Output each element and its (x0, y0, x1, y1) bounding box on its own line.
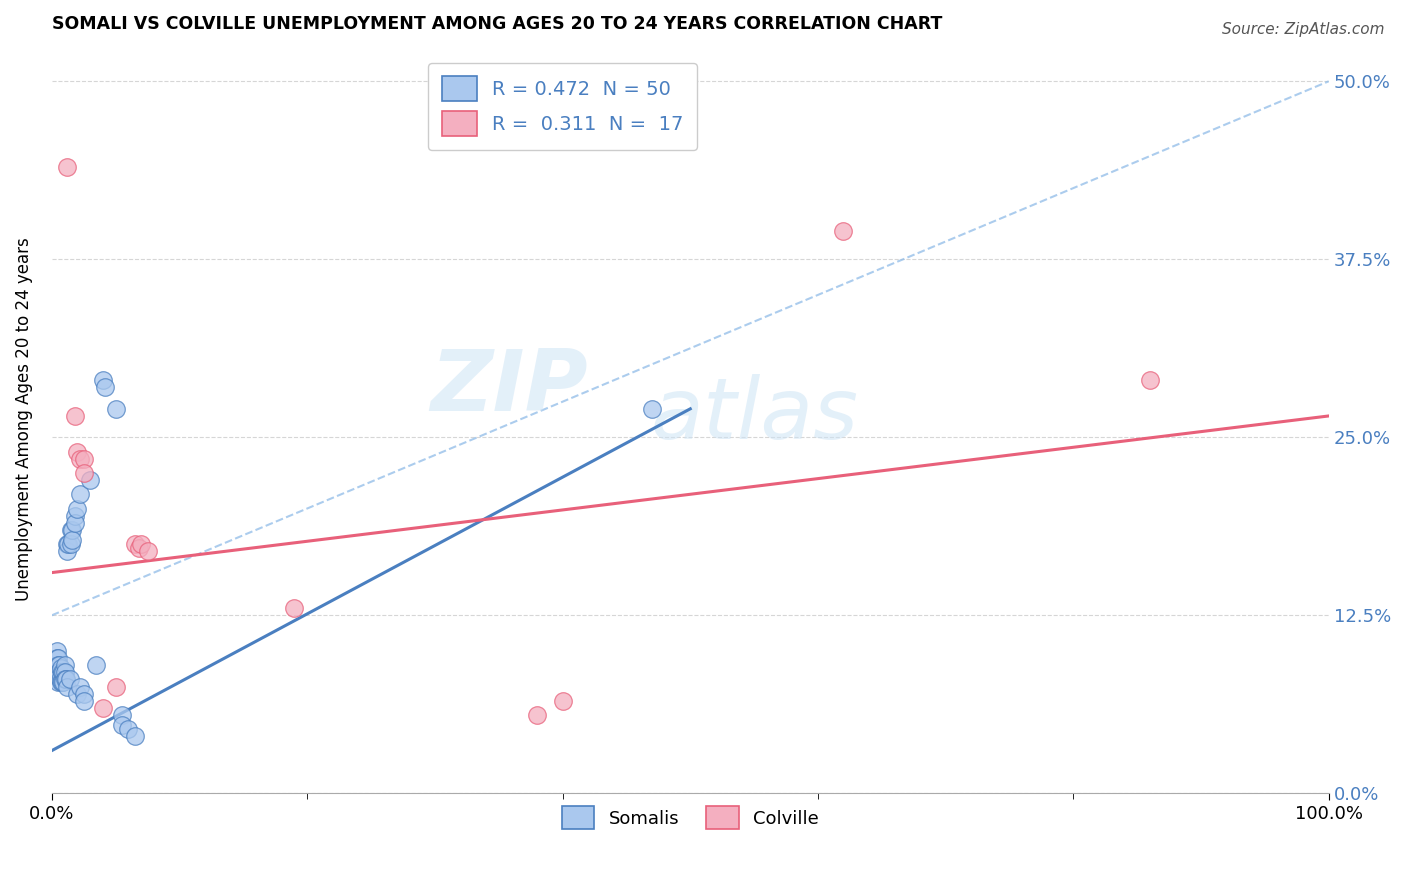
Point (48, 669, 70, 683)
Point (124, 537, 146, 551)
Point (52, 665, 75, 680)
Point (69, 487, 91, 501)
Point (73, 466, 96, 480)
Point (526, 708, 548, 723)
Point (111, 708, 134, 723)
Point (79, 473, 101, 487)
Point (58, 537, 80, 551)
Point (104, 401, 127, 416)
Point (59, 673, 82, 687)
Point (51, 665, 73, 680)
Point (104, 680, 127, 694)
Point (66, 444, 89, 458)
Point (45, 665, 67, 680)
Point (91, 373, 114, 387)
Point (73, 694, 96, 708)
Point (73, 687, 96, 701)
Point (136, 544, 159, 558)
Point (53, 665, 76, 680)
Point (52, 675, 75, 690)
Point (73, 451, 96, 466)
Point (56, 680, 79, 694)
Point (551, 694, 574, 708)
Point (56, 544, 79, 558)
Point (63, 409, 86, 423)
Point (69, 680, 91, 694)
Point (49, 661, 72, 675)
Point (641, 401, 664, 416)
Legend: Somalis, Colville: Somalis, Colville (554, 799, 827, 837)
Point (46, 665, 69, 680)
Point (53, 673, 76, 687)
Point (48, 665, 70, 680)
Point (55, 673, 77, 687)
Point (128, 541, 150, 556)
Point (56, 537, 79, 551)
Point (45, 658, 67, 673)
Point (111, 718, 134, 732)
Point (51, 675, 73, 690)
Point (46, 651, 69, 665)
Text: Source: ZipAtlas.com: Source: ZipAtlas.com (1222, 22, 1385, 37)
Point (117, 723, 139, 737)
Text: SOMALI VS COLVILLE UNEMPLOYMENT AMONG AGES 20 TO 24 YEARS CORRELATION CHART: SOMALI VS COLVILLE UNEMPLOYMENT AMONG AG… (52, 15, 942, 33)
Point (91, 701, 114, 715)
Point (49, 675, 72, 690)
Point (56, 160, 79, 174)
Point (60, 523, 83, 537)
Point (45, 651, 67, 665)
Point (45, 644, 67, 658)
Point (69, 451, 91, 466)
Point (1139, 373, 1161, 387)
Point (46, 675, 69, 690)
Point (86, 658, 108, 673)
Text: atlas: atlas (650, 375, 858, 458)
Point (46, 658, 69, 673)
Y-axis label: Unemployment Among Ages 20 to 24 years: Unemployment Among Ages 20 to 24 years (15, 237, 32, 601)
Point (124, 730, 146, 744)
Point (59, 537, 82, 551)
Point (63, 516, 86, 530)
Point (48, 658, 70, 673)
Point (49, 669, 72, 683)
Point (129, 537, 152, 551)
Point (46, 669, 69, 683)
Point (94, 380, 117, 394)
Point (60, 533, 83, 547)
Point (832, 224, 855, 238)
Point (283, 601, 305, 615)
Point (53, 658, 76, 673)
Point (66, 501, 89, 516)
Point (66, 687, 89, 701)
Point (59, 523, 82, 537)
Text: ZIP: ZIP (430, 346, 588, 429)
Point (63, 508, 86, 523)
